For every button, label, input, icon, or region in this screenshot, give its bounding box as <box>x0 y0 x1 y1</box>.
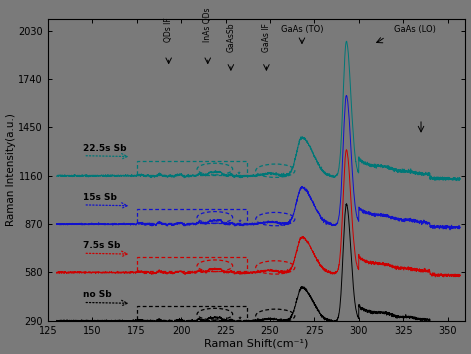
Text: GaAs IF: GaAs IF <box>262 23 271 52</box>
Text: $\star$: $\star$ <box>236 216 243 226</box>
Text: 7.5s Sb: 7.5s Sb <box>83 241 121 250</box>
Text: 15s Sb: 15s Sb <box>83 193 117 202</box>
Bar <box>137 306 247 320</box>
Text: $\star$: $\star$ <box>236 313 243 322</box>
Text: no Sb: no Sb <box>83 291 112 299</box>
Text: GaAs (TO): GaAs (TO) <box>281 25 323 34</box>
Text: GaAsSb: GaAsSb <box>227 23 236 52</box>
Text: $\star$: $\star$ <box>235 168 242 178</box>
Bar <box>137 209 247 223</box>
Text: GaAs (LO): GaAs (LO) <box>394 25 436 34</box>
Text: QDs IF: QDs IF <box>164 18 173 42</box>
Y-axis label: Raman Intensity(a.u.): Raman Intensity(a.u.) <box>6 113 16 226</box>
Text: 22.5s Sb: 22.5s Sb <box>83 144 127 153</box>
X-axis label: Raman Shift(cm⁻¹): Raman Shift(cm⁻¹) <box>204 338 309 348</box>
Bar <box>137 257 247 272</box>
Bar <box>137 161 247 175</box>
Text: InAs QDs: InAs QDs <box>203 8 212 42</box>
